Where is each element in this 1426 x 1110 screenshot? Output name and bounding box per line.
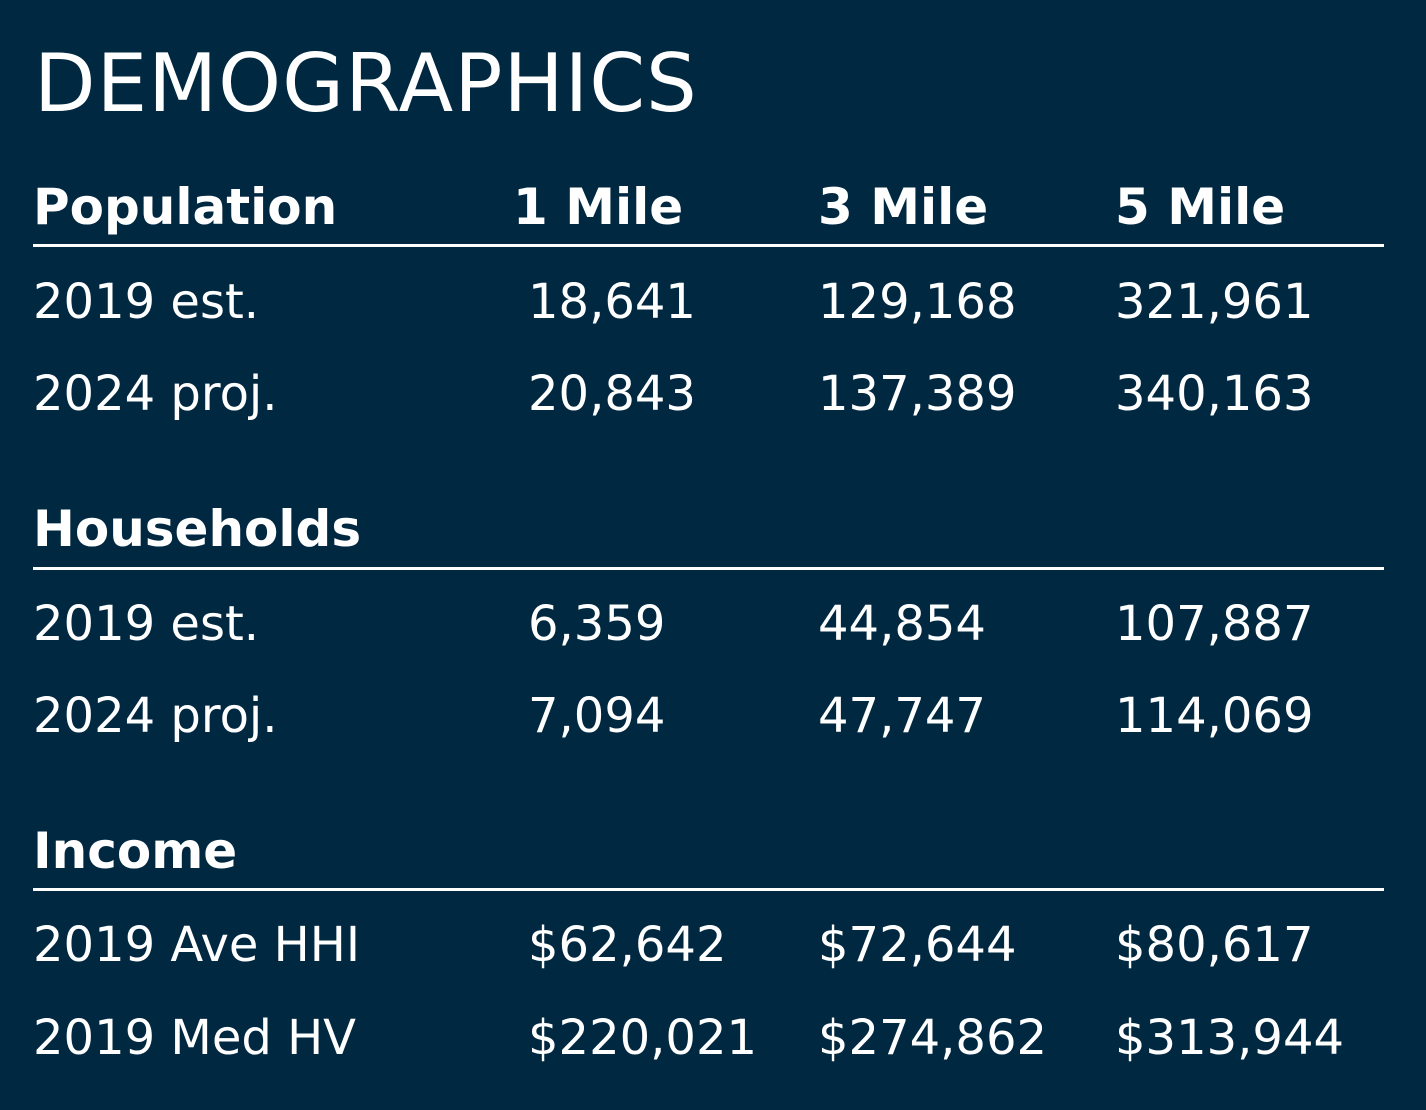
- cell-1-mile: 7,094: [528, 688, 666, 744]
- cell-1-mile: $62,642: [528, 917, 727, 973]
- cell-1-mile: $220,021: [528, 1010, 758, 1066]
- table-row: 2019 est. 6,359 44,854 107,887: [0, 600, 1426, 656]
- column-header-3-mile: 3 Mile: [818, 178, 989, 236]
- section-heading: Households: [33, 500, 362, 558]
- cell-3-mile: $274,862: [818, 1010, 1048, 1066]
- table-row: 2019 Med HV $220,021 $274,862 $313,944: [0, 1014, 1426, 1070]
- section-divider: [33, 567, 1384, 570]
- cell-5-mile: 114,069: [1115, 688, 1314, 744]
- cell-1-mile: 18,641: [528, 274, 696, 330]
- cell-5-mile: 321,961: [1115, 274, 1314, 330]
- row-label: 2024 proj.: [33, 366, 278, 422]
- cell-5-mile: $80,617: [1115, 917, 1314, 973]
- section-heading: Income: [33, 822, 238, 880]
- column-header-1-mile: 1 Mile: [513, 178, 684, 236]
- cell-5-mile: $313,944: [1115, 1010, 1345, 1066]
- table-row: 2024 proj. 7,094 47,747 114,069: [0, 692, 1426, 748]
- cell-3-mile: $72,644: [818, 917, 1017, 973]
- section-header-households: Households: [33, 504, 1385, 560]
- section-divider: [33, 244, 1384, 247]
- section-heading: Population: [33, 178, 338, 236]
- cell-3-mile: 47,747: [818, 688, 986, 744]
- cell-3-mile: 129,168: [818, 274, 1017, 330]
- table-row: 2019 Ave HHI $62,642 $72,644 $80,617: [0, 921, 1426, 977]
- section-header-population: Population 1 Mile 3 Mile 5 Mile: [33, 182, 1385, 238]
- cell-1-mile: 6,359: [528, 596, 666, 652]
- section-header-income: Income: [33, 826, 1385, 882]
- row-label: 2019 Med HV: [33, 1010, 357, 1066]
- cell-1-mile: 20,843: [528, 366, 696, 422]
- table-row: 2024 proj. 20,843 137,389 340,163: [0, 370, 1426, 426]
- cell-5-mile: 340,163: [1115, 366, 1314, 422]
- row-label: 2024 proj.: [33, 688, 278, 744]
- page-title: DEMOGRAPHICS: [34, 37, 698, 130]
- cell-5-mile: 107,887: [1115, 596, 1314, 652]
- row-label: 2019 Ave HHI: [33, 917, 360, 973]
- section-divider: [33, 888, 1384, 891]
- column-header-5-mile: 5 Mile: [1115, 178, 1286, 236]
- cell-3-mile: 137,389: [818, 366, 1017, 422]
- table-row: 2019 est. 18,641 129,168 321,961: [0, 278, 1426, 334]
- row-label: 2019 est.: [33, 274, 260, 330]
- row-label: 2019 est.: [33, 596, 260, 652]
- cell-3-mile: 44,854: [818, 596, 986, 652]
